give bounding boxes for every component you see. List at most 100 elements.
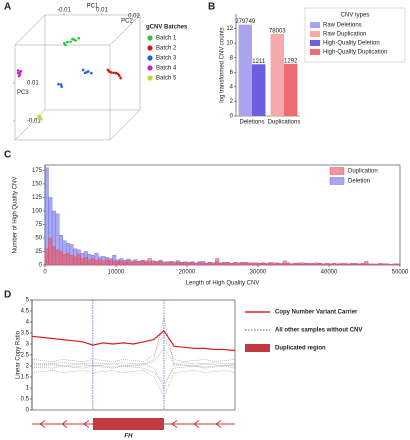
y-tick-label: 0.5	[21, 397, 30, 403]
sample-line	[31, 334, 236, 362]
y-tick-label: 3	[26, 342, 30, 348]
y-tick-label: 1.5	[21, 375, 30, 381]
histogram-bar	[250, 262, 255, 266]
legend-swatch	[147, 65, 153, 71]
bar	[252, 64, 266, 116]
panel-label: B	[208, 2, 215, 13]
histogram-bar	[332, 263, 337, 266]
point	[59, 83, 63, 86]
histogram-bar	[158, 261, 163, 266]
histogram-bar	[296, 263, 301, 266]
histogram-bar	[154, 262, 159, 266]
histogram-bar	[172, 262, 177, 266]
x-tick-label: 30000	[250, 270, 267, 276]
histogram-bar	[289, 263, 294, 266]
x-tick-label: 20000	[179, 270, 196, 276]
y-axis-label: Number of High Quality CNV	[13, 177, 19, 254]
histogram-bar	[371, 263, 376, 266]
histogram-bar	[98, 258, 102, 266]
y-tick-label: 4.5	[21, 309, 30, 315]
histogram-bar	[243, 262, 248, 266]
histogram-bar	[144, 262, 149, 266]
point	[87, 70, 90, 73]
histogram-bar	[350, 263, 355, 266]
y-tick-label: 8	[230, 55, 234, 61]
histogram-bar	[119, 260, 124, 266]
point	[112, 71, 115, 75]
box-edge	[14, 14, 46, 46]
histogram-bar	[186, 262, 191, 266]
histogram-bar	[385, 263, 390, 266]
x-axis-label: Length of High Quality CNV	[186, 281, 260, 287]
histogram-bar	[204, 263, 209, 266]
histogram-bar	[229, 263, 234, 266]
histogram-bar	[325, 263, 330, 266]
histogram-bar	[328, 263, 333, 266]
histogram-bar	[279, 263, 284, 266]
histogram-bar	[300, 262, 305, 266]
duplicated-region	[92, 418, 164, 430]
strand-arrow	[193, 420, 200, 428]
z-tick-label: -0.01	[27, 119, 41, 125]
value-label: 279749	[235, 19, 256, 25]
histogram-bar	[94, 259, 99, 266]
histogram-bar	[108, 259, 113, 266]
point	[119, 76, 122, 80]
histogram-bar	[48, 237, 53, 266]
histogram-bar	[122, 261, 127, 266]
legend-label: High-Quality Deletion	[323, 41, 380, 47]
histogram-bar	[378, 263, 383, 266]
histogram-bar	[90, 258, 95, 266]
y-tick-label: 4	[26, 320, 30, 326]
histogram-bar	[76, 253, 81, 266]
histogram-bar	[282, 260, 287, 266]
legend-label: Batch 1	[156, 36, 177, 42]
legend-title: gCNV Batches	[146, 25, 188, 31]
legend-label: Batch 2	[156, 46, 177, 52]
histogram-bar	[169, 262, 173, 266]
box-edge	[109, 109, 141, 141]
y-tick-label: 0	[39, 263, 43, 269]
histogram-bar	[321, 263, 326, 266]
value-label: 78003	[269, 29, 286, 35]
legend-label: Copy Number Variant Carrier	[275, 310, 358, 316]
y-tick-label: 100	[32, 209, 43, 215]
y-axis-label: Linear Copy Ratio	[16, 330, 22, 379]
histogram-bar	[80, 258, 85, 266]
histogram-bar	[311, 263, 315, 266]
z-tick-label: 0.01	[27, 81, 39, 87]
histogram-bar	[179, 262, 184, 266]
gene-label: FH	[124, 434, 133, 440]
legend-label: Batch 3	[156, 56, 177, 62]
y-tick-label: 6	[230, 70, 234, 76]
histogram-bar	[183, 262, 188, 266]
y-tick-label: 150	[32, 181, 43, 187]
y-axis-label: PC2	[121, 19, 133, 25]
y-tick-label: 12	[226, 26, 233, 32]
legend-swatch	[147, 45, 153, 51]
panel-label: A	[4, 2, 11, 13]
histogram-bar	[66, 252, 71, 266]
histogram-bar	[151, 261, 156, 266]
histogram-bar	[87, 259, 92, 266]
legend-label: High-Quality Duplication	[323, 50, 387, 56]
histogram-bar	[190, 262, 195, 266]
strand-arrow	[39, 420, 46, 428]
histogram-bar	[55, 249, 60, 266]
point	[77, 36, 81, 40]
panel-label: C	[4, 150, 11, 161]
histogram-bar	[293, 263, 298, 266]
value-label: 1211	[252, 59, 266, 65]
point	[64, 43, 67, 47]
y-tick-label: 3.5	[21, 331, 30, 337]
legend-swatch	[329, 167, 345, 175]
x-tick-label: 10000	[108, 270, 125, 276]
y-tick-label: 10	[226, 41, 233, 47]
x-tick-label: -0.01	[57, 8, 71, 14]
point	[81, 68, 85, 72]
x-tick-label: 40000	[321, 270, 338, 276]
bar	[284, 63, 298, 116]
histogram-bar	[346, 263, 351, 266]
point	[19, 70, 23, 73]
